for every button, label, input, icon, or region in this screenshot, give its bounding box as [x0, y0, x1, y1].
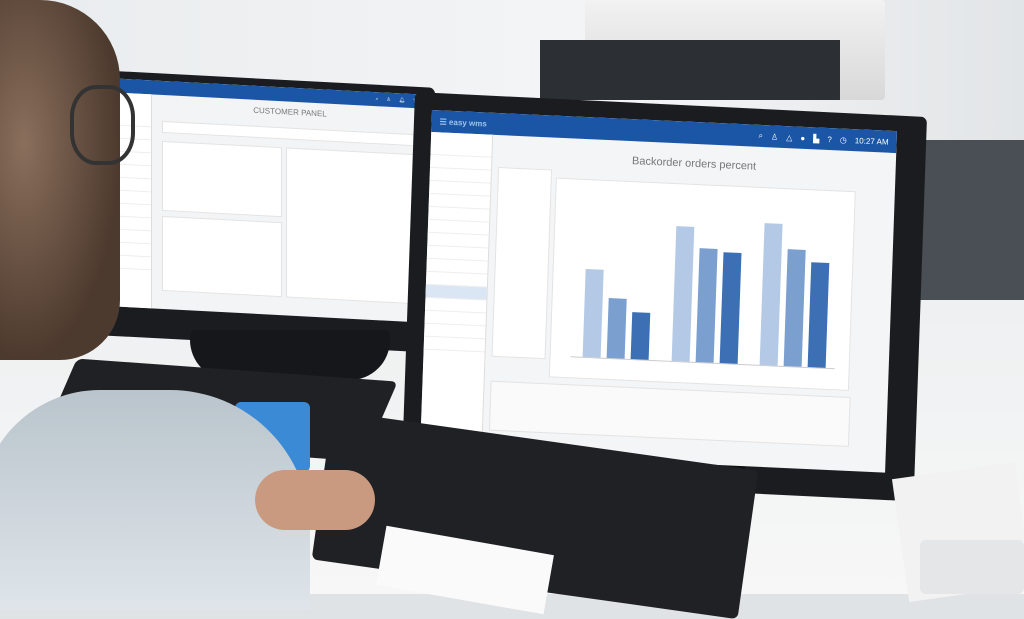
- bar-chart: [570, 209, 840, 370]
- search-icon[interactable]: ⌕: [758, 130, 764, 141]
- right-monitor-screen: ☰ easy wms ⌕ ♙ △ ● ▙ ? ◷ 10:27 AM Backor…: [420, 110, 897, 473]
- chart-bar: [759, 222, 783, 366]
- company-logo-icon[interactable]: ●: [800, 133, 806, 143]
- chart-bar: [582, 268, 604, 358]
- right-sidebar: [420, 131, 494, 455]
- glasses: [70, 85, 135, 165]
- chart-bar: [606, 298, 627, 359]
- left-monitor-screen: ⌕♙🔔︎? CUSTOMER PANEL: [106, 78, 424, 323]
- page-title: Backorder orders percent: [631, 155, 757, 173]
- person-head: [0, 0, 120, 360]
- clock-icon: ◷: [839, 135, 847, 145]
- data-table: [162, 140, 282, 218]
- printer-tray: [540, 40, 840, 100]
- user-icon[interactable]: ♙: [386, 96, 391, 103]
- chart-panel: [548, 177, 856, 391]
- filter-panel: [491, 167, 553, 360]
- app-logo: ☰ easy wms: [439, 116, 487, 128]
- chart-bar: [695, 248, 718, 363]
- calculator: [920, 540, 1024, 594]
- person-hand: [255, 470, 375, 530]
- bell-icon[interactable]: △: [786, 132, 793, 142]
- chart-bar: [630, 312, 651, 360]
- chart-icon[interactable]: ▙: [813, 133, 820, 144]
- timeline: [488, 380, 851, 447]
- chart-bar: [807, 261, 830, 368]
- search-icon[interactable]: ⌕: [375, 96, 379, 103]
- help-icon[interactable]: ?: [827, 134, 832, 144]
- clock-text: 10:27 AM: [854, 135, 889, 147]
- chart-bar: [671, 225, 695, 362]
- chart-bar: [719, 252, 742, 364]
- data-table: [286, 147, 414, 305]
- chart-bar: [783, 249, 807, 367]
- user-icon[interactable]: ♙: [770, 131, 779, 142]
- bell-icon[interactable]: 🔔︎: [398, 97, 406, 104]
- data-table: [162, 215, 282, 298]
